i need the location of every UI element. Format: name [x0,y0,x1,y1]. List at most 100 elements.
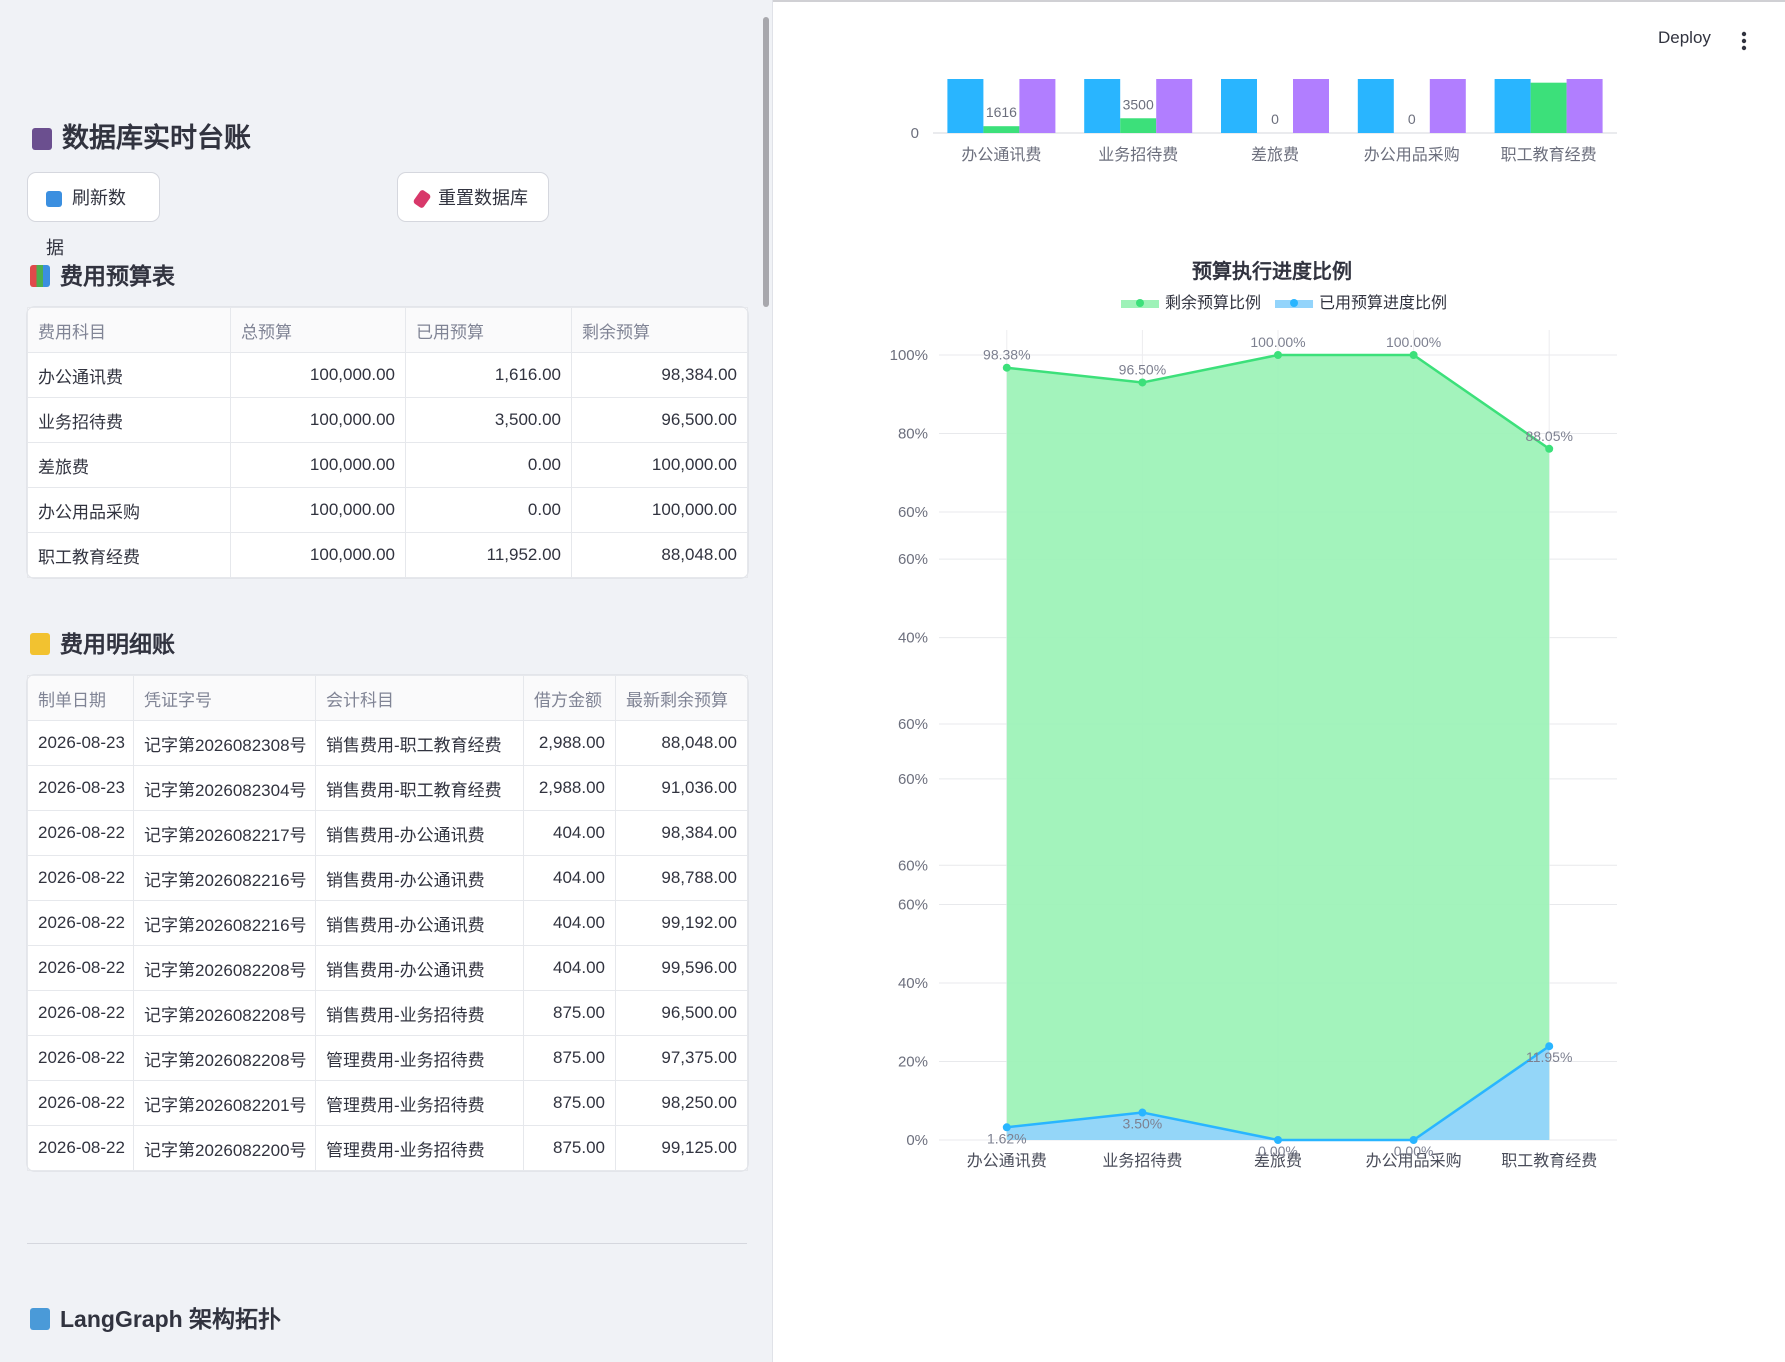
point [1002,1123,1011,1132]
cell: 99,596.00 [615,945,748,991]
cell: 875.00 [523,1080,616,1126]
column-header: 会计科目 [315,675,524,721]
bar-chart: 0 办公通讯费 1616 业务招待费 3500 差旅费 0 办公用品采购 0 职工教育经费 1195… [911,79,1617,164]
data-label: 0.00% [1394,1143,1434,1159]
menu-button[interactable] [1738,30,1750,52]
cell: 100,000.00 [571,487,748,533]
row: 2026-08-22 记字第2026082200号 管理费用-业务招待费 875.00… [27,1125,748,1171]
reset-button[interactable]: 重置数据库 [397,172,549,222]
cell: 2026-08-22 [27,1035,134,1081]
point [1545,444,1554,453]
heading-text: 费用明细账 [60,631,175,657]
y-tick-label: 40% [898,975,928,992]
bar [1429,79,1466,133]
cell: 404.00 [523,855,616,901]
cell: 98,788.00 [615,855,748,901]
button-label: 重置数据库 [438,188,528,208]
x-tick-label: 办公通讯费 [961,146,1041,164]
point [1138,378,1147,387]
data-label: 3.50% [1123,1116,1163,1132]
bar [1293,79,1329,133]
y-tick-label: 60% [898,504,928,521]
y-tick-label: 0% [906,1132,928,1149]
cell: 2,988.00 [523,720,616,766]
row: 2026-08-22 记字第2026082216号 销售费用-办公通讯费 404.00… [27,900,748,946]
row: 2026-08-22 记字第2026082208号 销售费用-业务招待费 875.00… [27,990,748,1036]
data-label: 1616 [986,104,1017,120]
column-header: 已用预算 [405,307,572,353]
cell: 销售费用-职工教育经费 [315,765,524,811]
deploy-button[interactable]: Deploy [1658,28,1711,47]
cell: 2,988.00 [523,765,616,811]
column-header: 制单日期 [27,675,134,721]
cell: 88,048.00 [615,720,748,766]
x-tick-label: 职工教育经费 [1501,1152,1597,1170]
data-label: 11.95% [1526,1049,1572,1065]
scrollbar[interactable] [763,17,769,307]
column-header: 剩余预算 [571,307,748,353]
legend-dot [1290,299,1299,307]
cell: 销售费用-职工教育经费 [315,720,524,766]
cell: 销售费用-办公通讯费 [315,945,524,991]
y-tick-label: 60% [898,857,928,874]
cell: 3,500.00 [405,397,572,443]
y-tick-label: 20% [898,1054,928,1071]
legend-label: 已用预算进度比例 [1319,293,1447,312]
x-tick-label: 办公用品采购 [1364,146,1460,164]
cell: 100,000.00 [230,487,406,533]
heading-text: 费用预算表 [60,263,175,289]
cell: 98,250.00 [615,1080,748,1126]
area [1006,1046,1550,1140]
cell: 875.00 [523,1035,616,1081]
data-label: 0 [1408,111,1416,127]
x-tick-label: 差旅费 [1251,146,1299,164]
heading-text: LangGraph 架构拓扑 [60,1306,282,1332]
cell: 96,500.00 [571,397,748,443]
y-tick-label: 80% [898,426,928,443]
divider [27,1243,747,1244]
header-row: 制单日期 凭证字号 会计科目 借方金额 最新剩余预算 [27,675,748,721]
point [1409,351,1418,359]
y-tick-label: 60% [898,551,928,568]
cell: 404.00 [523,945,616,991]
data-label: 100.00% [1250,334,1305,350]
bar [1084,79,1121,133]
cell: 2026-08-22 [27,990,134,1036]
bar [1156,79,1193,133]
bar [1357,79,1394,133]
row: 2026-08-22 记字第2026082216号 销售费用-办公通讯费 404.00… [27,855,748,901]
cell: 98,384.00 [615,810,748,856]
cell: 0.00 [405,487,572,533]
cell: 职工教育经费 [27,532,231,578]
cell: 99,192.00 [615,900,748,946]
bar [1120,118,1157,133]
cell: 97,375.00 [615,1035,748,1081]
cell: 办公通讯费 [27,352,231,398]
refresh-button[interactable]: 刷新数据 [27,172,160,258]
sidebar-title: 数据库实时台账 [32,116,251,155]
column-header: 费用科目 [27,307,231,353]
sidebar: 数据库实时台账 刷新数据 重置数据库 费用预算表 费用科目 总预算 已用预算 剩余预算… [0,0,773,1362]
y-tick-label: 60% [898,897,928,914]
x-tick-label: 业务招待费 [1098,146,1178,164]
cell: 记字第2026082304号 [133,765,316,811]
chart-title: 预算执行进度比例 [1192,259,1352,283]
cell: 记字第2026082201号 [133,1080,316,1126]
topology-heading: LangGraph 架构拓扑 [30,1300,281,1334]
point [1409,1136,1418,1144]
data-label: 0 [1271,111,1279,127]
y-tick-label: 100% [890,347,928,364]
cell: 记字第2026082200号 [133,1125,316,1171]
header-row: 费用科目 总预算 已用预算 剩余预算 [27,307,748,353]
cell: 记字第2026082217号 [133,810,316,856]
cell: 100,000.00 [230,442,406,488]
cell: 875.00 [523,990,616,1036]
bar [1566,79,1603,133]
cell: 2026-08-22 [27,945,134,991]
cell: 记字第2026082208号 [133,945,316,991]
x-tick-label: 职工教育经费 [1501,146,1597,164]
row: 办公用品采购 100,000.00 0.00 100,000.00 [27,487,748,533]
area [1006,355,1550,1140]
legend-dot [1136,299,1144,307]
